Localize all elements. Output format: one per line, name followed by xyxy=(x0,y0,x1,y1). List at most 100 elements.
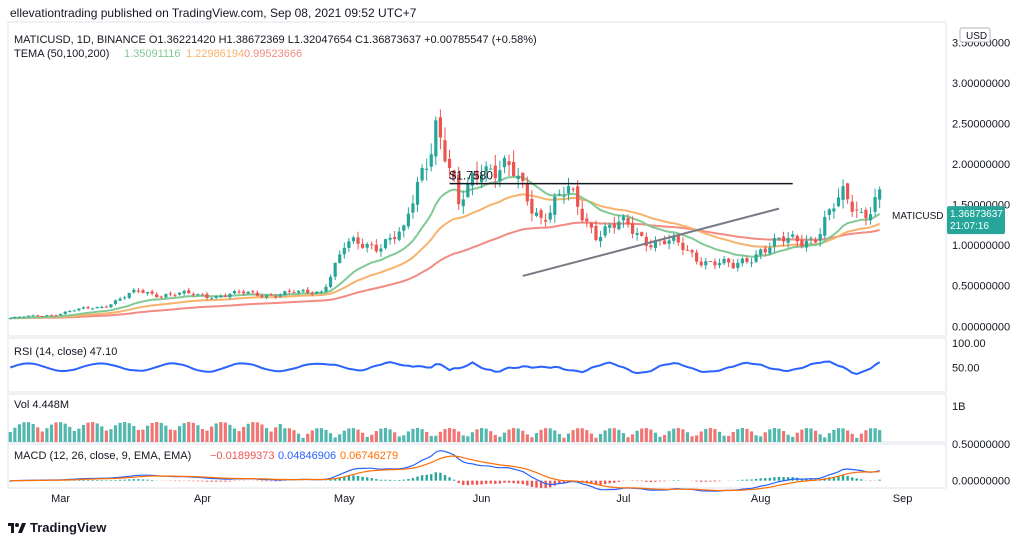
volume-bar xyxy=(704,428,708,442)
candle-body xyxy=(603,226,607,236)
volume-bar xyxy=(804,428,809,442)
symbol-tag-label: MATICUSD xyxy=(892,211,943,222)
volume-bar xyxy=(150,422,154,442)
candle-body xyxy=(566,186,571,194)
macd-histogram-bar xyxy=(745,479,749,481)
month-label: May xyxy=(334,493,355,505)
macd-histogram-bar xyxy=(91,480,94,481)
macd-histogram-bar xyxy=(352,475,355,481)
candle-body xyxy=(649,245,653,248)
macd-histogram-bar xyxy=(146,479,149,481)
volume-bar xyxy=(260,424,264,442)
candle-body xyxy=(580,208,584,221)
candle-body xyxy=(516,175,520,179)
volume-bar xyxy=(562,437,566,442)
candle-body xyxy=(145,292,150,294)
volume-bar xyxy=(699,431,703,442)
volume-bar xyxy=(466,436,470,442)
volume-bar xyxy=(685,432,690,442)
tema-50-value: 1.35091116 xyxy=(124,48,180,60)
price-chart[interactable]: 3.500000003.000000002.500000002.00000000… xyxy=(0,20,1024,520)
macd-histogram-bar xyxy=(86,479,90,481)
candle-body xyxy=(736,262,740,268)
candle-body xyxy=(301,289,305,292)
macd-histogram-bar xyxy=(503,480,506,483)
volume-bar xyxy=(402,435,406,442)
candle-body xyxy=(45,315,49,317)
volume-bar xyxy=(274,427,278,442)
candle-body xyxy=(150,291,154,294)
candle-body xyxy=(676,235,680,243)
rsi-pane xyxy=(7,337,947,393)
rsi-line xyxy=(9,360,881,376)
candle-body xyxy=(246,291,250,294)
volume-bar xyxy=(168,429,173,442)
volume-bar xyxy=(447,428,452,442)
volume-bar xyxy=(516,428,520,442)
volume-bar xyxy=(850,433,854,442)
candle-body xyxy=(466,183,470,198)
signal-line xyxy=(10,455,880,492)
volume-bar xyxy=(489,431,493,442)
volume-bar xyxy=(681,429,685,442)
volume-bar xyxy=(406,431,410,442)
macd-histogram-bar xyxy=(695,480,698,482)
volume-bar xyxy=(548,428,552,442)
candle-body xyxy=(525,184,529,202)
volume-bar xyxy=(77,428,81,442)
currency-badge[interactable] xyxy=(959,27,991,43)
macd-histogram-bar xyxy=(878,479,881,481)
tradingview-brand[interactable]: TradingView xyxy=(8,520,106,535)
candle-body xyxy=(22,316,26,318)
macd-histogram-bar xyxy=(773,477,776,481)
macd-histogram-bar xyxy=(494,480,497,484)
volume-bar xyxy=(786,434,790,442)
candle-body xyxy=(315,291,319,294)
volume-bar xyxy=(809,428,813,442)
macd-histogram-bar xyxy=(137,479,140,481)
volume-bar xyxy=(287,428,291,442)
volume-bar xyxy=(566,433,571,442)
macd-histogram-bar xyxy=(640,480,643,482)
candle-body xyxy=(484,166,488,172)
volume-bar xyxy=(319,428,324,442)
candle-body xyxy=(187,290,191,294)
macd-histogram-bar xyxy=(224,480,227,482)
volume-bar xyxy=(507,429,511,442)
volume-bar xyxy=(104,430,108,442)
candle-body xyxy=(251,291,255,293)
candle-body xyxy=(438,117,442,138)
macd-histogram-bar xyxy=(700,480,703,482)
candle-body xyxy=(237,291,241,293)
candle-body xyxy=(740,258,744,264)
volume-bar xyxy=(594,437,598,442)
volume-bar xyxy=(479,428,484,442)
volume-bar xyxy=(576,428,580,442)
volume-bar xyxy=(118,422,122,442)
volume-bar xyxy=(49,424,54,442)
volume-bar xyxy=(855,437,859,442)
volume-bar xyxy=(873,428,877,442)
candle-body xyxy=(77,308,81,311)
volume-bar xyxy=(598,433,603,442)
macd-histogram-bar xyxy=(480,480,483,485)
volume-tick-label: 1B xyxy=(952,401,965,413)
volume-bar xyxy=(420,429,424,442)
countdown-value: 21:07:16 xyxy=(950,221,989,232)
macd-histogram-bar xyxy=(713,480,717,482)
candle-body xyxy=(155,294,159,298)
volume-legend: Vol 4.448M xyxy=(14,399,69,411)
volume-bar xyxy=(484,428,488,442)
candle-body xyxy=(539,210,543,218)
candle-body xyxy=(260,295,264,297)
volume-bar xyxy=(393,432,397,442)
candle-body xyxy=(507,161,511,166)
candle-body xyxy=(255,292,259,296)
volume-bar xyxy=(177,426,182,442)
candle-body xyxy=(283,291,287,295)
macd-histogram-bar xyxy=(228,480,232,482)
volume-bar xyxy=(781,431,786,442)
macd-histogram-bar xyxy=(375,479,378,481)
volume-bar xyxy=(663,434,667,442)
candle-body xyxy=(95,306,99,309)
